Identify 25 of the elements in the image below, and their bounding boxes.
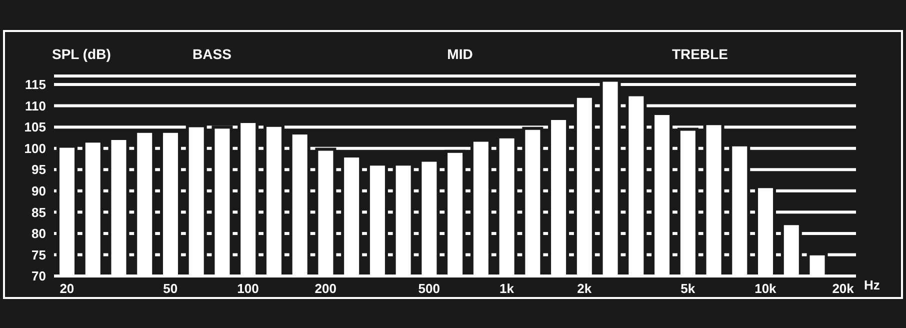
- x-tick-label: 100: [237, 281, 259, 296]
- y-tick-label: 75: [32, 247, 46, 262]
- y-tick-label: 105: [24, 120, 46, 135]
- y-tick-label: 95: [32, 162, 46, 178]
- y-tick-label: 80: [32, 226, 46, 242]
- text: BASS: [192, 46, 232, 62]
- y-tick-label: 110: [25, 98, 46, 114]
- y-tick-label: 90: [32, 184, 46, 199]
- text: TREBLE: [672, 46, 728, 62]
- x-tick-label: 500: [418, 281, 440, 296]
- y-axis-title: SPL (dB): [52, 46, 111, 62]
- x-tick-label: 1k: [500, 281, 515, 296]
- x-tick-label: 50: [163, 281, 178, 296]
- y-tick-label: 100: [24, 140, 46, 156]
- x-tick-label: 2k: [577, 281, 592, 296]
- text: MID: [447, 46, 473, 62]
- x-tick-label: 10k: [754, 281, 778, 296]
- x-tick-label: 200: [314, 281, 336, 296]
- y-tick-label: 85: [32, 204, 46, 220]
- x-axis-title: Hz: [864, 278, 880, 293]
- x-tick-label: 20k: [832, 281, 855, 296]
- x-tick-label: 20: [60, 281, 74, 296]
- y-tick-label: 70: [32, 268, 46, 284]
- y-tick-label: 115: [25, 77, 46, 92]
- x-tick-label: 5k: [680, 281, 696, 296]
